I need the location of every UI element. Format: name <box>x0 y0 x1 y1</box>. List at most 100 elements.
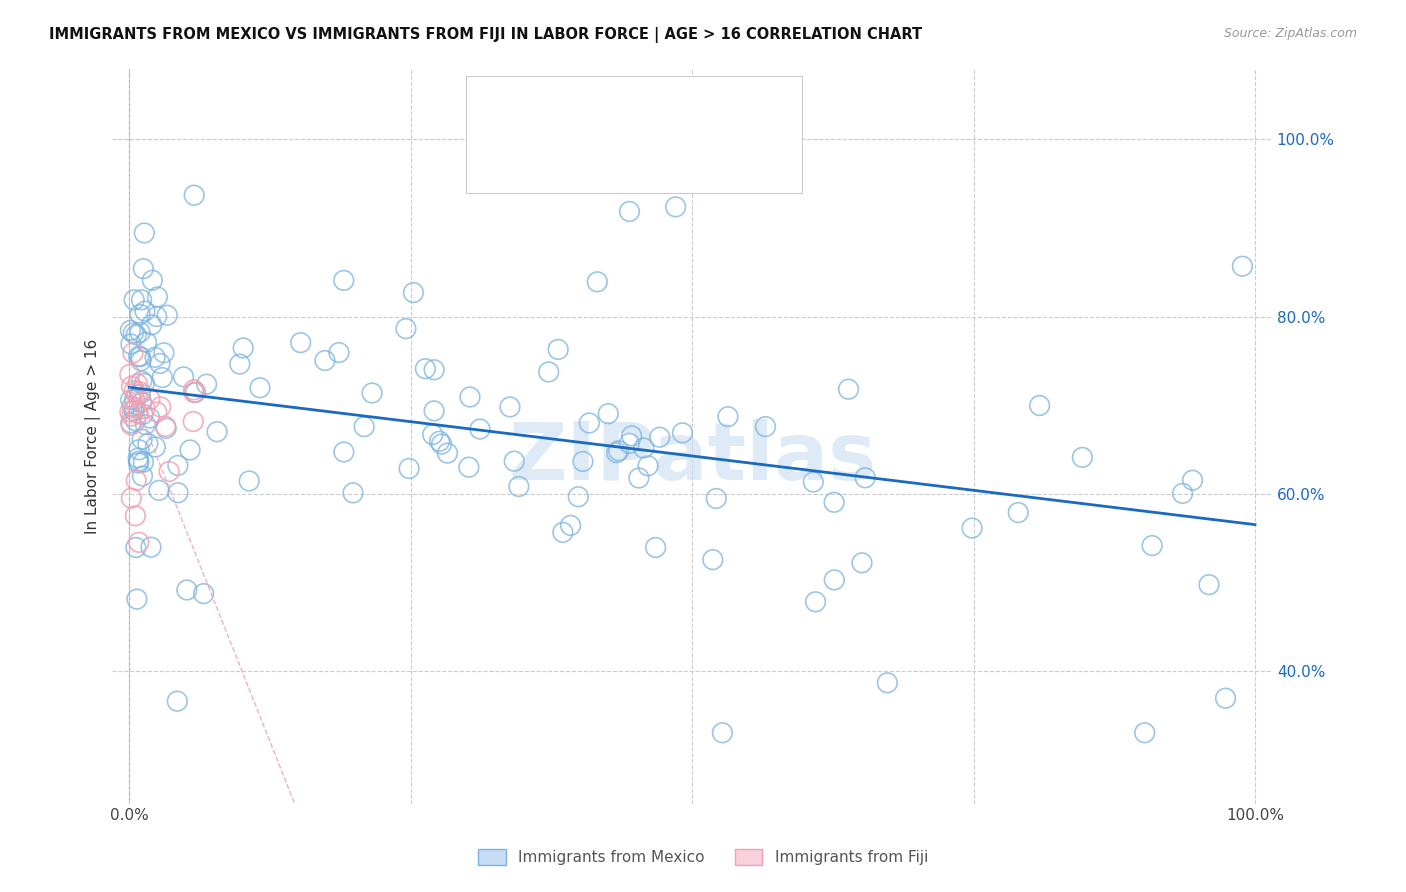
Point <box>129 384 152 399</box>
Point <box>1181 473 1204 487</box>
Point <box>167 485 190 500</box>
Point <box>876 675 898 690</box>
Point <box>139 392 162 407</box>
Point <box>290 335 312 350</box>
Point <box>138 411 160 425</box>
Point <box>361 386 384 401</box>
Point <box>125 592 148 607</box>
Point <box>127 407 149 421</box>
Point <box>120 491 142 505</box>
Point <box>128 442 150 457</box>
Point <box>551 525 574 540</box>
Point <box>457 460 479 475</box>
Point <box>139 540 162 554</box>
Legend: R = -0.342   N = 135, R = -0.494   N =  25: R = -0.342 N = 135, R = -0.494 N = 25 <box>486 80 718 145</box>
Point <box>648 430 671 444</box>
Point <box>619 436 641 450</box>
Point <box>342 486 364 500</box>
Point <box>398 461 420 475</box>
Point <box>1232 259 1254 273</box>
Point <box>128 535 150 549</box>
Legend: Immigrants from Mexico, Immigrants from Fiji: Immigrants from Mexico, Immigrants from … <box>472 843 934 871</box>
Point <box>627 471 650 485</box>
Point <box>430 437 453 451</box>
Point <box>1028 399 1050 413</box>
Point <box>132 455 155 469</box>
Point <box>134 376 156 391</box>
Point <box>607 443 630 458</box>
Point <box>181 414 204 428</box>
Point <box>415 361 437 376</box>
Point <box>167 458 190 473</box>
Point <box>176 582 198 597</box>
Point <box>141 273 163 287</box>
Point <box>851 556 873 570</box>
Point <box>156 308 179 322</box>
Point <box>141 318 163 332</box>
Point <box>333 445 356 459</box>
Point <box>121 399 143 413</box>
Point <box>238 474 260 488</box>
Point <box>155 419 177 434</box>
Text: IMMIGRANTS FROM MEXICO VS IMMIGRANTS FROM FIJI IN LABOR FORCE | AGE > 16 CORRELA: IMMIGRANTS FROM MEXICO VS IMMIGRANTS FRO… <box>49 27 922 43</box>
Point <box>606 445 628 459</box>
Point <box>314 353 336 368</box>
Point <box>823 573 845 587</box>
Point <box>128 456 150 470</box>
Point <box>183 385 205 400</box>
Point <box>179 442 201 457</box>
Point <box>644 541 666 555</box>
Point <box>122 403 145 417</box>
Point <box>129 353 152 368</box>
Point <box>754 419 776 434</box>
Point <box>155 421 177 435</box>
Point <box>166 694 188 708</box>
Point <box>134 401 156 416</box>
Point <box>1140 539 1163 553</box>
Point <box>598 407 620 421</box>
Point <box>173 369 195 384</box>
Point <box>586 275 609 289</box>
Point <box>633 441 655 455</box>
Text: Source: ZipAtlas.com: Source: ZipAtlas.com <box>1223 27 1357 40</box>
Point <box>125 327 148 342</box>
Point <box>249 381 271 395</box>
FancyBboxPatch shape <box>465 76 803 194</box>
Point <box>120 416 142 430</box>
Point <box>547 343 569 357</box>
Point <box>125 388 148 402</box>
Point <box>118 405 141 419</box>
Point <box>853 471 876 485</box>
Point <box>1198 577 1220 591</box>
Point <box>837 382 859 396</box>
Point <box>560 518 582 533</box>
Point <box>128 350 150 364</box>
Point <box>143 440 166 454</box>
Point <box>121 379 143 393</box>
Point <box>135 335 157 350</box>
Point <box>127 451 149 466</box>
Point <box>637 458 659 473</box>
Point <box>458 390 481 404</box>
Point <box>423 363 446 377</box>
Point <box>429 434 451 449</box>
Point <box>132 407 155 421</box>
Point <box>503 454 526 468</box>
Point <box>148 483 170 498</box>
Point <box>122 326 145 340</box>
Point <box>124 414 146 428</box>
Point <box>619 204 641 219</box>
Point <box>145 405 167 419</box>
Point <box>205 425 228 439</box>
Point <box>118 368 141 382</box>
Point <box>146 290 169 304</box>
Point <box>578 416 600 430</box>
Point <box>395 321 418 335</box>
Point <box>134 304 156 318</box>
Point <box>128 454 150 468</box>
Point <box>149 400 172 414</box>
Y-axis label: In Labor Force | Age > 16: In Labor Force | Age > 16 <box>86 338 101 533</box>
Point <box>183 188 205 202</box>
Point <box>422 427 444 442</box>
Point <box>183 383 205 397</box>
